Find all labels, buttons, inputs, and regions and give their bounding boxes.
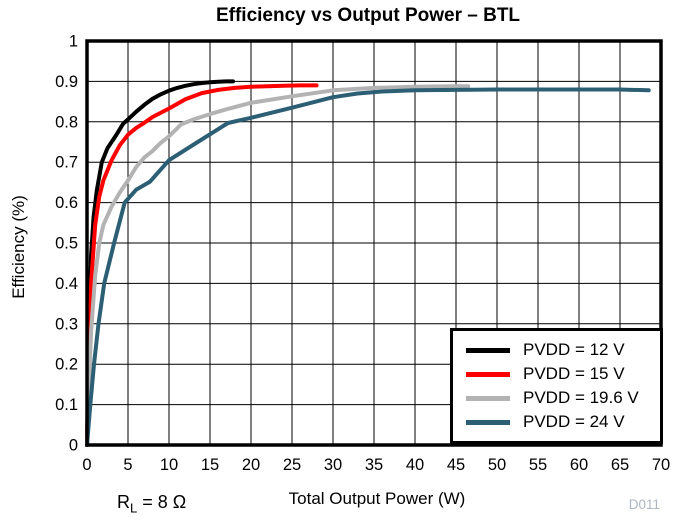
y-tick-label: 0.6 <box>55 194 78 212</box>
y-tick-label: 0.9 <box>55 73 78 91</box>
legend: PVDD = 12 V PVDD = 15 V PVDD = 19.6 V PV… <box>450 328 663 444</box>
rl-base: R <box>117 492 130 512</box>
x-tick-label: 70 <box>652 456 670 474</box>
x-axis-title: Total Output Power (W) <box>288 489 466 508</box>
x-tick-label: 40 <box>406 456 424 474</box>
x-tick-label: 60 <box>570 456 588 474</box>
x-tick-label: 65 <box>611 456 629 474</box>
legend-label-pvdd-15v: PVDD = 15 V <box>523 364 625 383</box>
y-tick-label: 0.1 <box>55 396 78 414</box>
legend-item-pvdd-19p6v: PVDD = 19.6 V <box>466 388 656 408</box>
rl-subscript: L <box>130 500 138 516</box>
curve-pvdd-15v <box>85 83 319 447</box>
x-tick-label: 15 <box>201 456 219 474</box>
figure-id-label: D011 <box>628 497 660 512</box>
plot-frame <box>85 39 663 447</box>
curve-pvdd-19p6v <box>85 84 471 447</box>
legend-item-pvdd-24v: PVDD = 24 V <box>466 412 656 432</box>
x-tick-label: 5 <box>123 456 132 474</box>
x-tick-label: 45 <box>447 456 465 474</box>
legend-line-swatch-pvdd-15v <box>466 371 510 377</box>
y-tick-label: 0 <box>69 437 78 455</box>
x-tick-label: 55 <box>529 456 547 474</box>
y-tick-label: 1 <box>69 33 78 51</box>
x-tick-label: 35 <box>365 456 383 474</box>
legend-label-pvdd-12v: PVDD = 12 V <box>523 340 625 359</box>
legend-line-swatch-pvdd-19p6v <box>466 395 510 401</box>
legend-item-pvdd-12v: PVDD = 12 V <box>466 340 656 360</box>
curve-pvdd-12v <box>85 79 235 447</box>
x-tick-label: 25 <box>283 456 301 474</box>
x-tick-label: 20 <box>242 456 260 474</box>
legend-item-pvdd-15v: PVDD = 15 V <box>466 364 656 384</box>
y-tick-label: 0.7 <box>55 154 78 172</box>
load-resistance-annotation: RL = 8 Ω <box>117 492 186 516</box>
x-tick-label: 0 <box>82 456 91 474</box>
legend-label-pvdd-19p6v: PVDD = 19.6 V <box>523 388 639 407</box>
curve-pvdd-24v <box>85 87 651 447</box>
legend-label-pvdd-24v: PVDD = 24 V <box>523 412 625 431</box>
legend-line-swatch-pvdd-12v <box>466 347 510 353</box>
y-axis-title: Efficiency (%) <box>9 195 28 299</box>
y-tick-label: 0.8 <box>55 113 78 131</box>
x-tick-label: 30 <box>324 456 342 474</box>
x-tick-label: 50 <box>488 456 506 474</box>
y-tick-label: 0.2 <box>55 356 78 374</box>
chart-title: Efficiency vs Output Power – BTL <box>215 5 521 26</box>
y-tick-label: 0.5 <box>55 235 78 253</box>
rl-value: = 8 Ω <box>137 492 187 512</box>
y-tick-label: 0.3 <box>55 315 78 333</box>
x-tick-label: 10 <box>160 456 178 474</box>
legend-line-swatch-pvdd-24v <box>466 419 510 425</box>
y-tick-label: 0.4 <box>55 275 78 293</box>
